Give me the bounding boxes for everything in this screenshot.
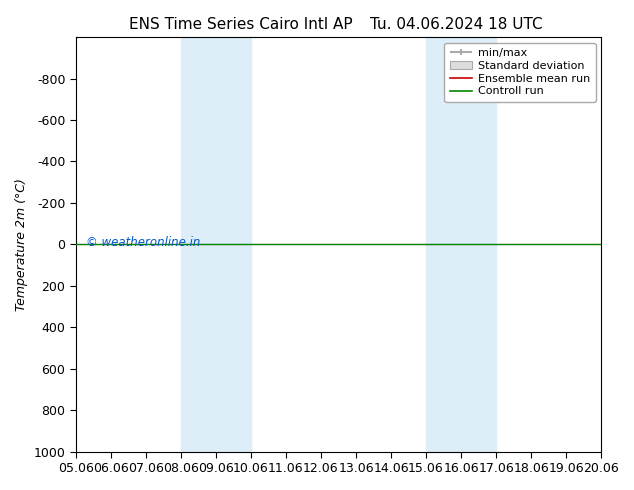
Bar (426, 37, 496, 452)
Legend: min/max, Standard deviation, Ensemble mean run, Controll run: min/max, Standard deviation, Ensemble me… (444, 43, 595, 102)
Text: Tu. 04.06.2024 18 UTC: Tu. 04.06.2024 18 UTC (370, 17, 543, 32)
Text: © weatheronline.in: © weatheronline.in (86, 236, 201, 249)
Bar (181, 37, 251, 452)
Y-axis label: Temperature 2m (°C): Temperature 2m (°C) (15, 178, 28, 311)
Text: ENS Time Series Cairo Intl AP: ENS Time Series Cairo Intl AP (129, 17, 353, 32)
